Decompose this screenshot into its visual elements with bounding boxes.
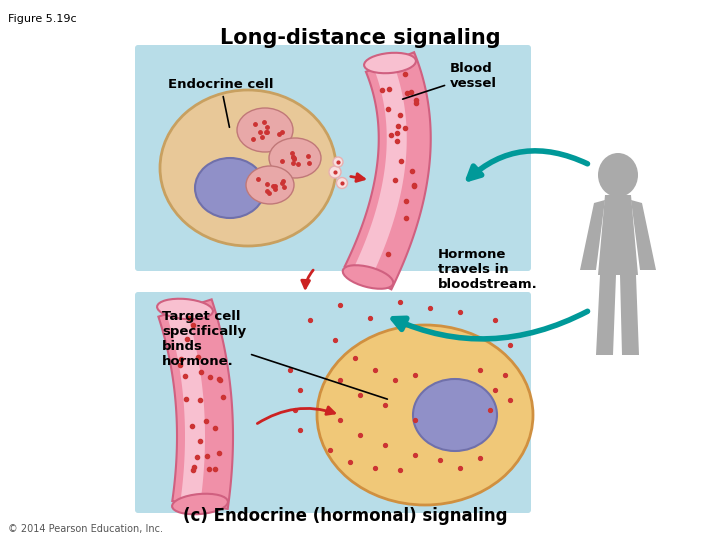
- Text: Long-distance signaling: Long-distance signaling: [220, 28, 500, 48]
- Ellipse shape: [157, 299, 213, 319]
- Ellipse shape: [317, 325, 533, 505]
- Text: (c) Endocrine (hormonal) signaling: (c) Endocrine (hormonal) signaling: [183, 507, 508, 525]
- Ellipse shape: [246, 166, 294, 204]
- Ellipse shape: [195, 158, 265, 218]
- Ellipse shape: [160, 90, 336, 246]
- Polygon shape: [158, 299, 233, 509]
- Polygon shape: [351, 58, 407, 282]
- FancyBboxPatch shape: [135, 45, 531, 271]
- Text: Endocrine cell: Endocrine cell: [168, 78, 274, 127]
- Ellipse shape: [598, 153, 638, 197]
- Ellipse shape: [413, 379, 497, 451]
- Text: Figure 5.19c: Figure 5.19c: [8, 14, 76, 24]
- Polygon shape: [580, 200, 605, 270]
- Ellipse shape: [329, 166, 341, 178]
- Polygon shape: [166, 305, 205, 507]
- Polygon shape: [631, 200, 656, 270]
- Ellipse shape: [237, 108, 293, 152]
- Ellipse shape: [172, 494, 228, 514]
- Ellipse shape: [269, 138, 321, 178]
- Ellipse shape: [364, 53, 416, 73]
- Ellipse shape: [333, 157, 343, 167]
- Text: © 2014 Pearson Education, Inc.: © 2014 Pearson Education, Inc.: [8, 524, 163, 534]
- Polygon shape: [620, 275, 639, 355]
- Text: Target cell
specifically
binds
hormone.: Target cell specifically binds hormone.: [162, 310, 387, 399]
- Text: Hormone
travels in
bloodstream.: Hormone travels in bloodstream.: [438, 248, 538, 291]
- Ellipse shape: [336, 178, 348, 188]
- Polygon shape: [598, 195, 638, 275]
- Polygon shape: [596, 275, 616, 355]
- Text: Blood
vessel: Blood vessel: [402, 62, 497, 99]
- Ellipse shape: [343, 265, 393, 289]
- Polygon shape: [345, 52, 431, 289]
- FancyBboxPatch shape: [135, 292, 531, 513]
